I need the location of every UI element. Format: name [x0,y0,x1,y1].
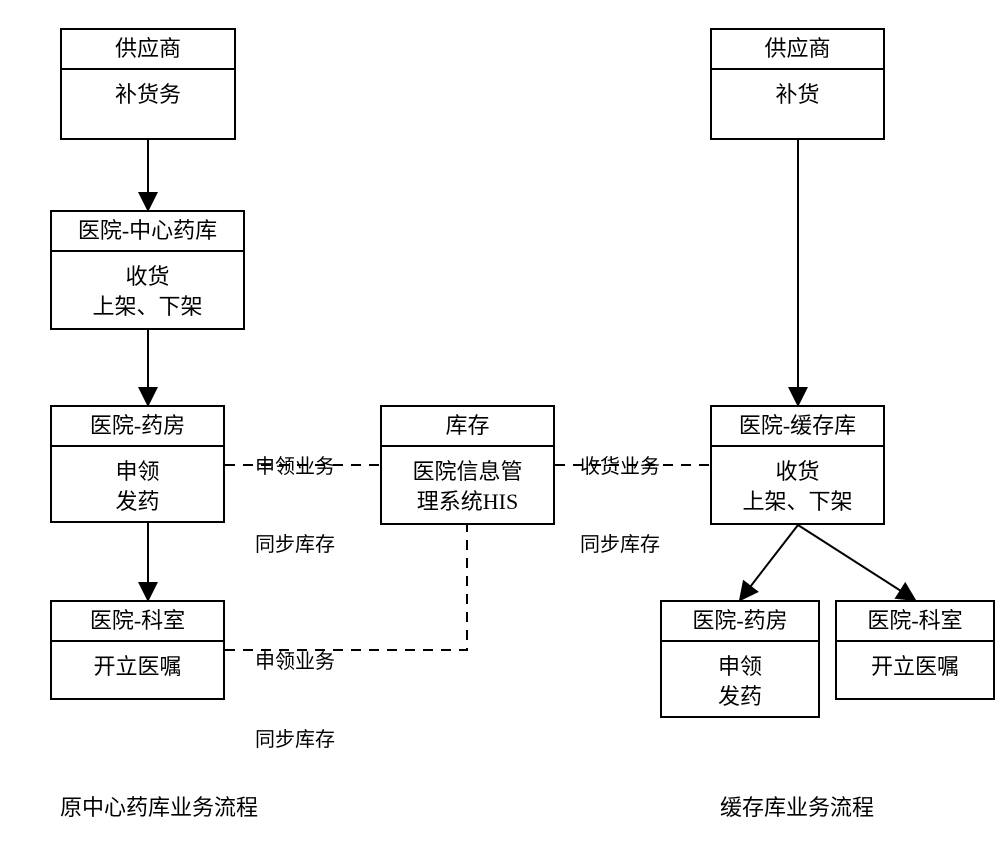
node-body: 补货 [712,70,883,120]
node-body: 收货 上架、下架 [52,252,243,331]
caption-right: 缓存库业务流程 [720,790,874,822]
body-line: 医院信息管 [386,457,549,487]
node-header: 医院-药房 [662,602,818,642]
node-header: 医院-科室 [52,602,223,642]
node-header: 供应商 [62,30,234,70]
body-line: 补货 [716,80,879,110]
body-line: 上架、下架 [716,487,879,517]
body-line: 申领 [56,457,219,487]
node-header: 医院-药房 [52,407,223,447]
node-body: 申领 发药 [52,447,223,526]
node-right-dept: 医院-科室 开立医嘱 [835,600,995,700]
node-body: 开立医嘱 [52,642,223,692]
edge-e6 [798,525,915,600]
edge-label-inventory-right-cache: 收货业务 同步库存 [580,402,660,610]
edge-e5 [740,525,798,600]
node-body: 医院信息管 理系统HIS [382,447,553,526]
body-line: 发药 [666,682,814,712]
node-left-pharmacy: 医院-药房 申领 发药 [50,405,225,523]
body-line: 申领 [666,652,814,682]
node-center-inventory: 库存 医院信息管 理系统HIS [380,405,555,525]
body-line: 收货 [716,457,879,487]
body-line: 发药 [56,487,219,517]
body-line: 开立医嘱 [841,652,989,682]
node-header: 医院-中心药库 [52,212,243,252]
node-header: 医院-缓存库 [712,407,883,447]
node-left-center: 医院-中心药库 收货 上架、下架 [50,210,245,330]
edge-label-left-dept-inventory: 申领业务 同步库存 [255,597,335,805]
node-header: 供应商 [712,30,883,70]
body-line: 理系统HIS [386,487,549,517]
node-right-supplier: 供应商 补货 [710,28,885,140]
node-right-pharmacy: 医院-药房 申领 发药 [660,600,820,718]
diagram-canvas: 供应商 补货务 医院-中心药库 收货 上架、下架 医院-药房 申领 发药 医院-… [0,0,1000,868]
node-header: 医院-科室 [837,602,993,642]
node-body: 开立医嘱 [837,642,993,692]
label-line: 同步库存 [255,727,335,753]
body-line: 上架、下架 [56,292,239,322]
node-body: 收货 上架、下架 [712,447,883,526]
label-line: 收货业务 [580,454,660,480]
label-line: 同步库存 [580,532,660,558]
body-line: 收货 [56,262,239,292]
body-line: 补货务 [66,80,230,110]
node-body: 申领 发药 [662,642,818,721]
caption-left: 原中心药库业务流程 [60,790,258,822]
label-line: 同步库存 [255,532,335,558]
node-left-dept: 医院-科室 开立医嘱 [50,600,225,700]
node-right-cache: 医院-缓存库 收货 上架、下架 [710,405,885,525]
node-header: 库存 [382,407,553,447]
node-left-supplier: 供应商 补货务 [60,28,236,140]
node-body: 补货务 [62,70,234,120]
edge-label-left-pharmacy-inventory: 申领业务 同步库存 [255,402,335,610]
label-line: 申领业务 [255,649,335,675]
label-line: 申领业务 [255,454,335,480]
body-line: 开立医嘱 [56,652,219,682]
